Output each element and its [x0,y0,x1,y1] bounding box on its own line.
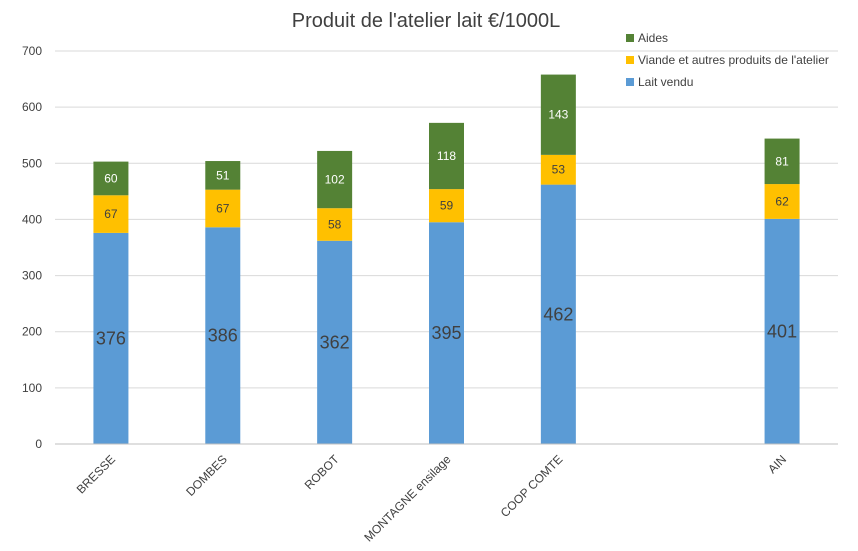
x-tick-label: ROBOT [302,452,343,493]
x-tick-label: DOMBES [183,452,230,499]
data-label: 143 [548,108,568,122]
bar-segment [93,232,129,444]
data-label: 67 [216,201,230,215]
data-label: 118 [437,149,456,163]
bar-segment [764,138,800,185]
legend-entry: Viande et autres produits de l'atelier [638,53,829,67]
data-label: 462 [543,304,573,324]
bar-segment [317,208,353,241]
y-tick-label: 400 [22,212,42,226]
y-tick-label: 700 [22,44,42,58]
legend-swatch [626,56,634,64]
y-tick-label: 500 [22,156,42,170]
bar-segment [540,154,576,185]
legend: Aides Viande et autres produits de l'atel… [626,31,829,89]
data-label: 81 [775,154,789,168]
bar-segment [540,74,576,155]
y-tick-label: 100 [22,381,42,395]
data-label: 53 [552,163,566,177]
y-tick-label: 300 [22,269,42,283]
y-tick-label: 600 [22,100,42,114]
data-label: 102 [325,173,345,187]
bar-segment [540,184,576,444]
data-label: 401 [767,321,797,341]
bar-segment [317,240,353,444]
bar-segment [764,184,800,219]
data-label: 62 [775,194,789,208]
data-label: 58 [328,217,342,231]
x-tick-label: COOP COMTE [498,452,566,520]
bar-segment [93,161,129,196]
data-label: 59 [440,199,454,213]
x-tick-label: AIN [765,452,789,476]
data-label: 51 [216,168,230,182]
data-label: 67 [104,207,118,221]
bar-segment [93,195,129,233]
bars [93,74,800,444]
legend-entry: Aides [638,31,668,45]
data-label: 362 [320,332,350,352]
y-tick-label: 0 [35,437,42,451]
legend-swatch [626,78,634,86]
data-label: 395 [431,323,461,343]
chart-title: Produit de l'atelier lait €/1000L [292,10,560,32]
bar-segment [429,189,464,223]
bar-segment [205,227,241,444]
bar-segment [429,122,464,190]
bar-segment [429,222,464,444]
bar-segment [764,218,800,444]
x-tick-label: BRESSE [74,452,118,496]
data-label: 60 [104,171,118,185]
x-tick-label: MONTAGNE ensilage [361,452,453,544]
data-label: 386 [208,326,238,346]
legend-entry: Lait vendu [638,75,693,89]
bar-segment [317,150,353,209]
y-tick-label: 200 [22,325,42,339]
bar-segment [205,161,241,190]
data-labels: 376 67 60 386 67 51 362 58 102 395 59 118 462 53 143 40… [96,108,797,353]
legend-swatch [626,34,634,42]
bar-segment [205,189,241,228]
data-label: 376 [96,328,126,348]
